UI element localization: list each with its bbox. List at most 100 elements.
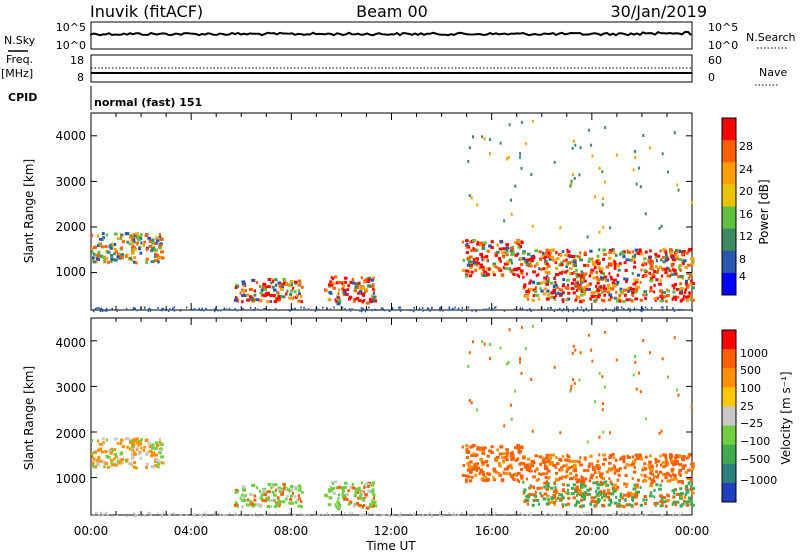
- power-cell-4: [627, 250, 631, 254]
- power-cell-4: [562, 259, 566, 263]
- velocity-cell-4: [673, 491, 676, 495]
- velocity-cell-0: [120, 458, 125, 462]
- velocity-ground-cell: [388, 514, 390, 517]
- power-cell-3: [486, 258, 489, 262]
- power-cell-4: [609, 295, 613, 299]
- velocity-cell-4: [680, 492, 684, 496]
- velocity-cell-4: [666, 462, 670, 466]
- power-cell-4: [609, 275, 613, 279]
- velocity-ground-cell: [161, 515, 163, 518]
- power-cell-1: [288, 284, 292, 288]
- power-cell-0: [120, 235, 123, 239]
- power-cell-4: [648, 271, 651, 275]
- velocity-ground-cell: [521, 513, 524, 516]
- velocity-ground-cell: [200, 513, 202, 516]
- velocity-cell-4: [687, 500, 690, 504]
- power-cell-4: [644, 262, 647, 266]
- velocity-cell-4: [625, 482, 629, 486]
- velocity-cell-2: [347, 502, 351, 506]
- power-cell-0: [113, 243, 117, 246]
- velocity-cell-3: [510, 474, 514, 478]
- power-cell-4: [590, 291, 595, 295]
- power-cell-4: [532, 270, 536, 274]
- velocity-cell-4: [616, 469, 620, 473]
- velocity-cell-3: [518, 480, 521, 484]
- velocity-cell-2: [333, 480, 338, 484]
- velocity-cell-2: [337, 501, 341, 505]
- velocity-cell-3: [506, 467, 510, 471]
- power-cell-0: [132, 245, 135, 249]
- power-sparse-cell: [468, 146, 471, 150]
- power-sparse-cell: [667, 170, 669, 174]
- power-cell-3: [514, 241, 517, 245]
- power-cell-4: [590, 295, 595, 298]
- velocity-cell-1: [272, 485, 275, 489]
- velocity-ground-cell: [364, 513, 367, 516]
- power-ground-cell: [380, 307, 383, 310]
- velocity-cell-1: [271, 490, 275, 494]
- velocity-cell-3: [471, 475, 474, 479]
- power-ground-cell: [567, 308, 570, 311]
- velocity-ground-cell: [429, 511, 431, 514]
- velocity-ground-cell: [452, 514, 454, 517]
- power-cell-2: [327, 298, 332, 302]
- colorbar-segment: [722, 349, 736, 369]
- velocity-cell-4: [628, 463, 633, 467]
- power-sparse-cell: [572, 139, 575, 143]
- velocity-cell-3: [472, 444, 476, 447]
- power-cell-4: [619, 287, 623, 291]
- power-ground-cell: [611, 309, 614, 312]
- velocity-cell-2: [332, 491, 336, 495]
- power-ground-cell: [322, 306, 324, 309]
- velocity-cell-4: [641, 468, 645, 472]
- velocity-cell-4: [630, 504, 634, 508]
- velocity-cell-4: [545, 487, 549, 491]
- power-ground-cell: [318, 308, 320, 311]
- velocity-cell-4: [608, 461, 612, 465]
- velocity-ground-cell: [557, 513, 559, 516]
- power-cell-4: [598, 278, 602, 282]
- velocity-cell-4: [644, 455, 648, 459]
- power-cell-4: [613, 251, 616, 255]
- velocity-ground-cell: [249, 513, 252, 516]
- velocity-cell-0: [99, 459, 104, 463]
- velocity-cell-4: [602, 494, 607, 498]
- power-ground-cell: [173, 306, 176, 309]
- power-cell-4: [643, 290, 648, 294]
- velocity-cell-4: [595, 489, 598, 493]
- velocity-cell-4: [603, 492, 608, 496]
- velocity-cell-4: [613, 501, 617, 505]
- power-ground-cell: [125, 308, 128, 310]
- power-cell-4: [555, 294, 558, 298]
- power-cell-1: [259, 285, 262, 288]
- velocity-sparse-cell: [520, 325, 523, 329]
- power-cell-4: [540, 289, 544, 293]
- velocity-cell-4: [607, 491, 611, 495]
- power-cell-1: [267, 278, 272, 281]
- velocity-cell-4: [558, 468, 562, 472]
- power-cell-2: [367, 276, 372, 280]
- power-cell-3: [484, 255, 489, 259]
- power-cell-4: [635, 251, 639, 255]
- power-ground-cell: [193, 308, 195, 311]
- velocity-cell-0: [134, 439, 138, 443]
- power-cell-1: [251, 278, 255, 282]
- velocity-cell-0: [121, 461, 124, 465]
- power-cell-4: [583, 292, 586, 296]
- power-cell-4: [554, 280, 557, 284]
- velocity-cell-4: [664, 463, 668, 467]
- velocity-cell-4: [614, 458, 618, 462]
- power-sparse-cell: [642, 134, 645, 137]
- velocity-cell-4: [598, 492, 603, 496]
- power-cell-1: [260, 288, 264, 292]
- colorbar-segment: [722, 463, 736, 484]
- velocity-cell-4: [607, 503, 612, 507]
- power-cell-4: [661, 297, 664, 300]
- power-cell-4: [649, 289, 653, 293]
- power-cell-4: [591, 257, 594, 261]
- velocity-cell-4: [637, 490, 640, 494]
- power-cell-1: [293, 290, 297, 294]
- velocity-cell-4: [659, 504, 663, 508]
- power-ground-cell: [442, 309, 444, 312]
- velocity-cell-1: [241, 499, 244, 502]
